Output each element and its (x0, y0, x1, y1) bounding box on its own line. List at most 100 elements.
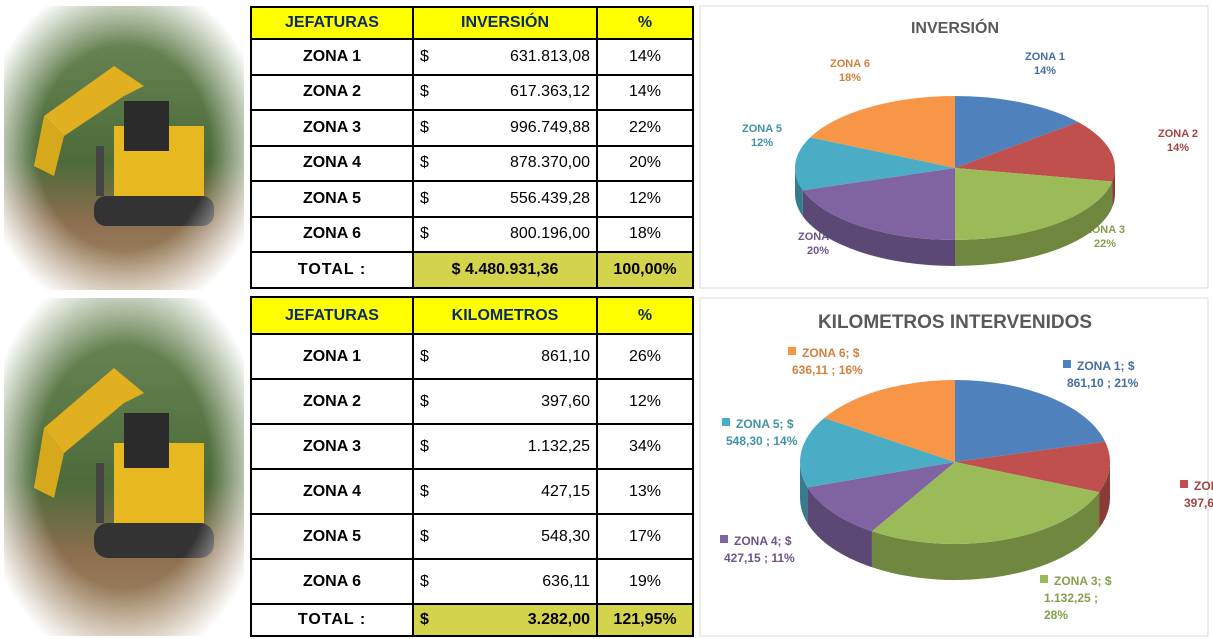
cell: ZONA 3 (251, 110, 413, 146)
cell: 996.749,88 (443, 110, 597, 146)
data-label: 28% (1044, 608, 1068, 622)
cell: 20% (597, 146, 693, 182)
total-label: TOTAL : (251, 604, 413, 636)
cell: 1.132,25 (448, 424, 597, 469)
cell: 19% (597, 559, 693, 604)
cell: ZONA 5 (251, 181, 413, 217)
cell: $ (413, 75, 443, 111)
data-label: ZONA 6; $ (802, 346, 860, 360)
cell: $ (413, 181, 443, 217)
header-cell: INVERSIÓN (413, 7, 597, 39)
total-percent: 100,00% (597, 252, 693, 288)
cell: ZONA 1 (251, 334, 413, 379)
label-key (1180, 480, 1188, 488)
data-label: 14% (1034, 65, 1056, 77)
data-row: ZONA 5$556.439,2812% (251, 181, 693, 217)
label-key (722, 418, 730, 426)
header-cell: KILOMETROS (413, 297, 597, 334)
data-label: ZONA 2; $ (1194, 479, 1213, 493)
table: JEFATURASINVERSIÓN%ZONA 1$631.813,0814%Z… (250, 6, 694, 289)
cell: 14% (597, 75, 693, 111)
cell: $ (413, 146, 443, 182)
header-cell: JEFATURAS (251, 297, 413, 334)
cell: 12% (597, 379, 693, 424)
data-label: ZONA 5; $ (736, 417, 794, 431)
label-key (788, 347, 796, 355)
cell: 427,15 (448, 469, 597, 514)
cell: $ (413, 110, 443, 146)
cell: $ (413, 39, 443, 75)
data-row: ZONA 2$397,6012% (251, 379, 693, 424)
data-label: 1.132,25 ; (1044, 591, 1098, 605)
data-row: ZONA 5$548,3017% (251, 514, 693, 559)
cell: 17% (597, 514, 693, 559)
cell: ZONA 3 (251, 424, 413, 469)
cell: 548,30 (448, 514, 597, 559)
page: INVERSIÓNZONA 114%ZONA 214%ZONA 322%ZONA… (0, 0, 1213, 639)
data-label: ZONA 6 (830, 58, 870, 70)
data-label: ZONA 5 (742, 123, 782, 135)
data-label: 427,15 ; 11% (724, 551, 795, 565)
cell: ZONA 6 (251, 217, 413, 253)
pie (800, 380, 1110, 580)
cell: 12% (597, 181, 693, 217)
cell: 22% (597, 110, 693, 146)
cell: 397,60 (448, 379, 597, 424)
cell: ZONA 2 (251, 75, 413, 111)
cell: 878.370,00 (443, 146, 597, 182)
cell: 14% (597, 39, 693, 75)
cell: ZONA 2 (251, 379, 413, 424)
header-cell: % (597, 7, 693, 39)
cell: ZONA 6 (251, 559, 413, 604)
cell: $ (413, 424, 448, 469)
data-label: 20% (807, 245, 829, 257)
cell: 18% (597, 217, 693, 253)
label-key (1040, 575, 1048, 583)
chart-title: KILOMETROS INTERVENIDOS (818, 312, 1092, 333)
cell: $ (413, 334, 448, 379)
data-row: ZONA 6$800.196,0018% (251, 217, 693, 253)
data-label: ZONA 1 (1025, 51, 1065, 63)
total-value: $ 4.480.931,36 (413, 252, 597, 288)
cell: $ (413, 217, 443, 253)
cell: 34% (597, 424, 693, 469)
data-label: 12% (751, 137, 773, 149)
label-key (720, 535, 728, 543)
pie (795, 96, 1115, 266)
cell: $ (413, 559, 448, 604)
data-row: ZONA 1$861,1026% (251, 334, 693, 379)
total-value: 3.282,00 (448, 604, 597, 636)
data-label: 22% (1094, 238, 1116, 250)
cell: 13% (597, 469, 693, 514)
cell: $ (413, 514, 448, 559)
cell: ZONA 4 (251, 469, 413, 514)
cell: 617.363,12 (443, 75, 597, 111)
cell: 26% (597, 334, 693, 379)
cell: 556.439,28 (443, 181, 597, 217)
cell: ZONA 5 (251, 514, 413, 559)
header-cell: % (597, 297, 693, 334)
data-label: ZONA 4; $ (734, 534, 792, 548)
total-currency: $ (413, 604, 448, 636)
data-label: ZONA 3; $ (1054, 574, 1112, 588)
data-label: 861,10 ; 21% (1067, 376, 1139, 390)
data-label: 14% (1167, 142, 1189, 154)
cell: ZONA 4 (251, 146, 413, 182)
cell: $ (413, 469, 448, 514)
cell: 800.196,00 (443, 217, 597, 253)
data-label: ZONA 2 (1158, 128, 1198, 140)
cell: ZONA 1 (251, 39, 413, 75)
cell: 631.813,08 (443, 39, 597, 75)
total-label: TOTAL : (251, 252, 413, 288)
data-label: 397,60 ; 10% (1184, 496, 1213, 510)
